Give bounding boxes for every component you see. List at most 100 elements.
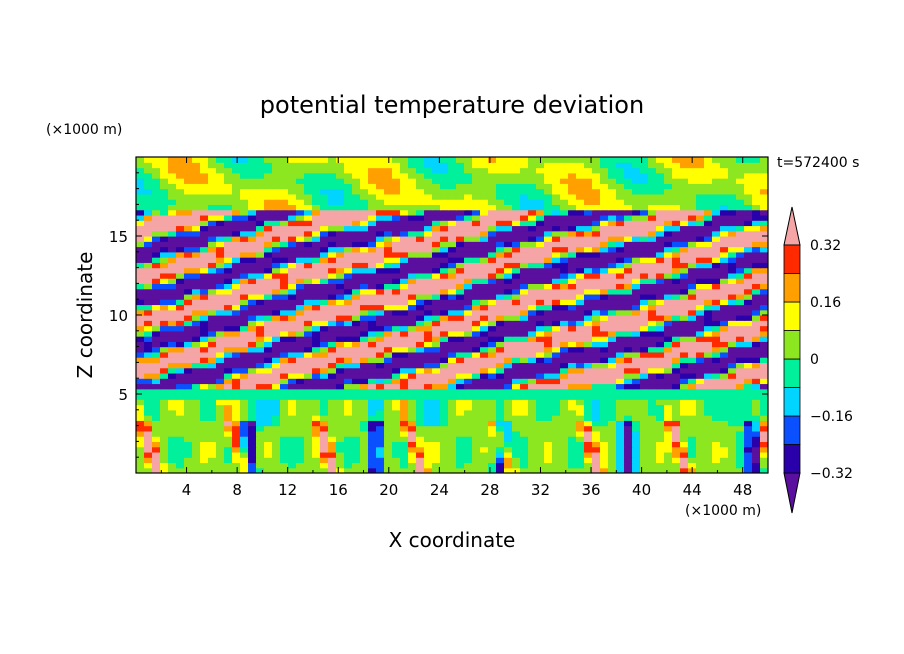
heatmap-cell	[344, 441, 353, 448]
heatmap-cell	[544, 283, 553, 290]
heatmap-cell	[352, 193, 361, 200]
heatmap-cell	[152, 394, 161, 400]
heatmap-cell	[576, 457, 585, 464]
heatmap-cell	[184, 236, 193, 242]
heatmap-cell	[464, 183, 473, 190]
heatmap-cell	[752, 283, 761, 290]
heatmap-cell	[680, 293, 689, 300]
heatmap-cell	[608, 304, 617, 311]
heatmap-cell	[632, 409, 641, 416]
heatmap-cell	[632, 325, 641, 332]
heatmap-cell	[424, 430, 433, 437]
heatmap-cell	[256, 457, 265, 464]
heatmap-cell	[368, 246, 377, 253]
heatmap-cell	[240, 309, 249, 316]
heatmap-cell	[480, 451, 489, 458]
heatmap-cell	[136, 193, 145, 200]
heatmap-cell	[560, 357, 569, 363]
heatmap-cell	[536, 425, 545, 432]
heatmap-cell	[400, 230, 409, 237]
heatmap-cell	[432, 267, 441, 274]
heatmap-cell	[504, 346, 513, 353]
heatmap-cell	[568, 462, 577, 469]
heatmap-cell	[568, 409, 577, 416]
heatmap-cell	[504, 383, 513, 390]
heatmap-cell	[352, 451, 361, 458]
heatmap-cell	[480, 341, 489, 348]
heatmap-cell	[520, 378, 529, 385]
heatmap-cell	[704, 457, 713, 464]
heatmap-cell	[168, 162, 177, 169]
heatmap-cell	[528, 162, 537, 169]
heatmap-cell	[640, 299, 649, 306]
heatmap-cell	[560, 193, 569, 200]
heatmap-cell	[336, 288, 345, 295]
heatmap-cell	[664, 383, 673, 390]
heatmap-cell	[312, 293, 321, 300]
heatmap-cell	[512, 214, 521, 221]
heatmap-cell	[256, 394, 265, 400]
heatmap-cell	[136, 430, 145, 437]
heatmap-cell	[224, 230, 233, 237]
heatmap-cell	[696, 188, 705, 195]
heatmap-cell	[280, 457, 289, 464]
heatmap-cell	[224, 162, 233, 169]
heatmap-cell	[744, 167, 753, 174]
heatmap-cell	[304, 251, 313, 258]
heatmap-cell	[504, 172, 513, 179]
heatmap-cell	[464, 167, 473, 174]
heatmap-cell	[544, 315, 553, 321]
heatmap-cell	[400, 320, 409, 327]
heatmap-cell	[736, 225, 745, 232]
heatmap-cell	[496, 309, 505, 316]
heatmap-cell	[248, 446, 257, 453]
heatmap-cell	[168, 346, 177, 353]
heatmap-cell	[760, 236, 768, 242]
heatmap-cell	[648, 362, 657, 369]
heatmap-cell	[400, 267, 409, 274]
heatmap-cell	[264, 162, 273, 169]
heatmap-cell	[712, 299, 721, 306]
heatmap-cell	[488, 199, 497, 205]
heatmap-cell	[320, 246, 329, 253]
heatmap-cell	[648, 425, 657, 432]
heatmap-cell	[168, 457, 177, 464]
heatmap-cell	[536, 404, 545, 411]
heatmap-cell	[712, 225, 721, 232]
heatmap-cell	[184, 420, 193, 427]
heatmap-cell	[448, 420, 457, 427]
heatmap-cell	[328, 425, 337, 432]
heatmap-cell	[264, 415, 273, 421]
heatmap-cell	[664, 415, 673, 421]
colorbar-tick-label: −0.16	[810, 409, 853, 425]
heatmap-cell	[224, 441, 233, 448]
heatmap-cell	[744, 172, 753, 179]
heatmap-cell	[528, 378, 537, 385]
heatmap-cell	[488, 336, 497, 342]
heatmap-cell	[736, 278, 745, 284]
heatmap-cell	[464, 462, 473, 469]
heatmap-cell	[464, 394, 473, 400]
heatmap-cell	[640, 378, 649, 385]
heatmap-cell	[272, 293, 281, 300]
heatmap-cell	[656, 251, 665, 258]
heatmap-cell	[264, 299, 273, 306]
heatmap-cell	[312, 246, 321, 253]
heatmap-cell	[160, 267, 169, 274]
heatmap-cell	[320, 457, 329, 464]
heatmap-cell	[288, 193, 297, 200]
heatmap-cell	[680, 457, 689, 464]
heatmap-cell	[288, 383, 297, 390]
heatmap-cell	[272, 209, 281, 216]
heatmap-cell	[488, 430, 497, 437]
heatmap-cell	[208, 225, 217, 232]
heatmap-cell	[568, 209, 577, 216]
heatmap-cell	[152, 246, 161, 253]
heatmap-cell	[392, 383, 401, 390]
heatmap-cell	[648, 188, 657, 195]
heatmap-cell	[304, 441, 313, 448]
heatmap-cell	[248, 383, 257, 390]
heatmap-cell	[352, 267, 361, 274]
heatmap-cell	[168, 293, 177, 300]
heatmap-cell	[408, 157, 417, 163]
